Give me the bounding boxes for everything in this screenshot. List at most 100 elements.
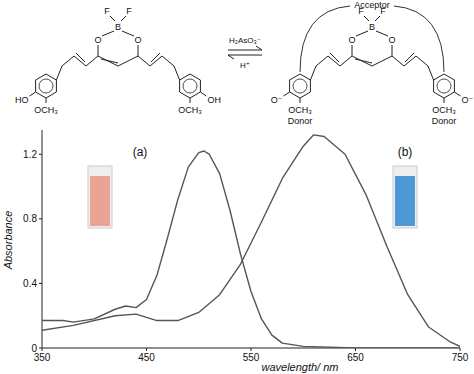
bond [392,45,393,56]
x-tick [460,348,461,351]
label: O [94,35,101,45]
label: F [104,6,110,16]
y-tick [39,348,42,349]
bond [62,56,74,66]
x-axis-label: wavelength/ nm [261,361,338,373]
label: HO [15,95,29,105]
bond [30,92,36,96]
label: OH [207,95,221,105]
bond [121,16,126,21]
ring [437,79,451,93]
ring [183,79,197,93]
bond [428,66,434,80]
label: O [388,35,395,45]
y-axis [42,130,43,348]
spectrum-line [42,135,460,347]
label: F [126,6,132,16]
x-tick [146,348,147,351]
label: OCH₃ [34,105,58,115]
donor-label: Donor [288,116,313,126]
x-tick-label: 350 [34,352,51,363]
bond [151,53,160,62]
y-axis-label: Absorbance [2,211,14,271]
x-tick-label: 550 [243,352,260,363]
bond [98,56,118,66]
bond [454,92,460,96]
bond [101,59,118,63]
x-tick [355,348,356,351]
bond [56,66,62,80]
ring [290,74,311,98]
arrow-head [256,46,262,50]
bond [392,56,404,66]
arc [394,6,444,72]
y-tick [39,154,42,155]
bond [300,98,301,103]
bond [356,31,368,36]
y-tick-label: 0.8 [23,213,37,224]
cuvette [393,166,417,228]
ring [434,74,455,98]
bond [376,31,388,36]
acceptor-label: Acceptor [354,0,390,10]
label: O [134,35,141,45]
label: O⁻ [271,95,283,105]
bond [122,31,134,36]
bond [405,53,414,62]
bond [76,53,85,62]
series-label: (b) [398,145,413,159]
reagent: H₂AsO₃⁻ [229,36,261,45]
bond [138,56,150,66]
bond [138,45,139,56]
bond [372,56,392,66]
chart: 35045055065075000.40.81.2wavelength/ nmA… [2,130,469,373]
x-tick-label: 450 [138,352,155,363]
label: OCH₃ [178,105,202,115]
ring [36,74,57,98]
ring [293,79,307,93]
equilibrium-arrow: H₂AsO₃⁻ H⁺ [228,36,262,70]
donor-label: Donor [432,116,457,126]
bond [174,66,180,80]
bond [102,31,114,36]
label: OCH₃ [288,105,312,115]
molecule: FFBOOO⁻OCH₃O⁻OCH₃AcceptorDonorDonor [271,0,474,126]
bond [86,56,98,66]
bond [340,56,352,66]
bond [310,66,316,80]
bond [352,56,372,66]
bond [330,53,339,62]
arc [300,6,350,72]
reagent: H⁺ [240,61,250,70]
bond [190,98,191,103]
arrow [228,50,262,51]
bond [110,16,115,21]
figure: FFBOOHOOCH₃OHOCH₃FFBOOO⁻OCH₃O⁻OCH₃Accept… [0,0,474,374]
series-label: (a) [133,145,148,159]
bond [364,16,369,21]
bond [316,56,328,66]
bond [352,45,353,56]
scheme: FFBOOHOOCH₃OHOCH₃FFBOOO⁻OCH₃O⁻OCH₃Accept… [15,0,473,126]
cuvette-solution [90,176,110,226]
label: OCH₃ [432,105,456,115]
y-tick-label: 1.2 [23,149,37,160]
bond [98,45,99,56]
label: B [115,22,121,32]
cuvette-photo [393,166,417,228]
cuvette-solution [395,176,415,226]
x-tick-label: 650 [347,352,364,363]
y-tick [39,218,42,219]
bond [416,56,428,66]
bond [375,16,380,21]
ring [180,74,201,98]
ring [39,79,53,93]
bond [355,59,372,63]
x-tick-label: 750 [452,352,469,363]
y-tick-label: 0.4 [23,278,37,289]
arrow-head [228,55,234,59]
bond [46,98,47,103]
x-tick [251,348,252,351]
molecule: F FB O O HO OCH₃ OH OCH₃ [15,6,221,115]
label: O [348,35,355,45]
